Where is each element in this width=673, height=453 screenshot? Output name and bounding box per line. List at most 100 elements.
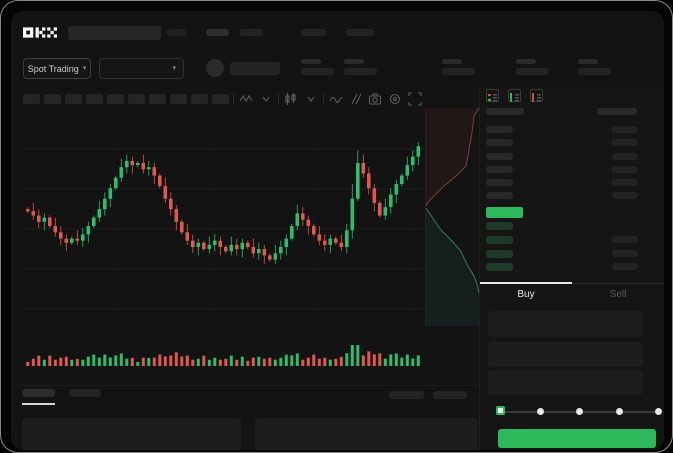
order-total-field[interactable] bbox=[488, 370, 643, 395]
stat-label-placeholder-3 bbox=[442, 59, 462, 64]
tab-divider bbox=[480, 283, 664, 284]
slider-handle[interactable] bbox=[496, 406, 505, 415]
stat-value-placeholder-3 bbox=[442, 68, 475, 75]
stat-value-placeholder-5 bbox=[578, 68, 611, 75]
stat-label-placeholder-2 bbox=[344, 59, 364, 64]
ask-row[interactable] bbox=[480, 126, 664, 135]
bottom-tab-1[interactable] bbox=[22, 389, 55, 397]
ask-amount-placeholder bbox=[612, 139, 638, 146]
slider-stop-50[interactable] bbox=[576, 408, 583, 415]
timeframe-button-placeholder-8[interactable] bbox=[170, 94, 187, 104]
ask-price-placeholder bbox=[486, 153, 513, 160]
settings-icon[interactable] bbox=[387, 92, 403, 106]
slider-stop-100[interactable] bbox=[655, 408, 662, 415]
nav-item-placeholder-4[interactable] bbox=[301, 29, 326, 36]
timeframe-button-placeholder-3[interactable] bbox=[65, 94, 82, 104]
ask-row[interactable] bbox=[480, 179, 664, 188]
stat-value-placeholder-1 bbox=[301, 68, 334, 75]
candle-style-icon[interactable] bbox=[283, 92, 299, 106]
fullscreen-icon[interactable] bbox=[407, 92, 423, 106]
bid-row[interactable] bbox=[480, 222, 664, 231]
line-chart-icon[interactable] bbox=[328, 92, 344, 106]
timeframe-button-placeholder-6[interactable] bbox=[128, 94, 145, 104]
timeframe-button-placeholder-10[interactable] bbox=[212, 94, 229, 104]
camera-icon[interactable] bbox=[367, 92, 383, 106]
depth-chart[interactable] bbox=[425, 108, 480, 326]
bid-row[interactable] bbox=[480, 236, 664, 245]
stat-value-placeholder-4 bbox=[516, 68, 549, 75]
book-bids-only-icon[interactable] bbox=[508, 89, 521, 102]
book-both-sides-icon[interactable] bbox=[486, 89, 499, 102]
bid-price-placeholder bbox=[486, 263, 513, 271]
bid-row[interactable] bbox=[480, 250, 664, 259]
tab-sell[interactable]: Sell bbox=[609, 289, 627, 300]
ask-amount-placeholder bbox=[612, 192, 638, 199]
ask-row[interactable] bbox=[480, 153, 664, 162]
okx-logo[interactable] bbox=[23, 25, 57, 40]
compare-icon[interactable] bbox=[347, 92, 363, 106]
amount-slider[interactable] bbox=[496, 406, 662, 415]
ask-row[interactable] bbox=[480, 166, 664, 175]
ask-amount-placeholder bbox=[612, 153, 638, 160]
ask-row[interactable] bbox=[480, 139, 664, 148]
timeframe-button-placeholder-1[interactable] bbox=[23, 94, 40, 104]
ask-price-placeholder bbox=[486, 192, 513, 199]
stat-label-placeholder-1 bbox=[301, 59, 321, 64]
book-asks-only-icon[interactable] bbox=[530, 89, 543, 102]
order-price-field[interactable] bbox=[488, 311, 643, 337]
timeframe-button-placeholder-2[interactable] bbox=[44, 94, 61, 104]
timeframe-button-placeholder-7[interactable] bbox=[149, 94, 166, 104]
chevron-down-icon[interactable] bbox=[258, 92, 274, 106]
ask-amount-placeholder bbox=[612, 126, 638, 133]
chevron-down-icon[interactable] bbox=[303, 92, 319, 106]
search-input[interactable] bbox=[68, 26, 161, 40]
ticker-stats bbox=[11, 55, 664, 87]
pair-selector-dropdown[interactable]: ▾ bbox=[99, 58, 184, 79]
bid-price-placeholder bbox=[486, 222, 513, 230]
active-tab-indicator bbox=[480, 282, 572, 284]
pair-name-placeholder bbox=[230, 62, 280, 75]
order-amount-field[interactable] bbox=[488, 342, 643, 367]
ask-price-placeholder bbox=[486, 139, 513, 146]
candlestick-chart[interactable] bbox=[21, 111, 426, 371]
bottom-right-placeholder-1[interactable] bbox=[389, 391, 424, 399]
ask-price-placeholder bbox=[486, 179, 513, 186]
bottom-divider bbox=[11, 385, 478, 386]
bottom-right-placeholder-2[interactable] bbox=[433, 391, 467, 399]
ask-price-placeholder bbox=[486, 166, 513, 173]
nav-item-placeholder-3[interactable] bbox=[240, 29, 263, 36]
market-type-dropdown[interactable]: Spot Trading ▾ bbox=[23, 58, 91, 79]
timeframe-button-placeholder-5[interactable] bbox=[107, 94, 124, 104]
chevron-down-icon: ▾ bbox=[172, 65, 176, 72]
stat-label-placeholder-4 bbox=[516, 59, 536, 64]
nav-item-placeholder-5[interactable] bbox=[346, 29, 374, 36]
bid-price-placeholder bbox=[486, 250, 513, 258]
ask-amount-placeholder bbox=[612, 166, 638, 173]
top-nav bbox=[11, 11, 664, 51]
slider-stop-75[interactable] bbox=[615, 408, 623, 415]
toolbar-divider bbox=[322, 93, 324, 105]
price-indicator-bar[interactable] bbox=[486, 207, 523, 218]
bottom-active-tab-underline bbox=[22, 403, 55, 405]
tab-buy[interactable]: Buy bbox=[517, 289, 535, 300]
buy-submit-button[interactable] bbox=[498, 429, 656, 448]
order-book-panel: Buy Sell bbox=[479, 86, 664, 450]
chevron-down-icon: ▾ bbox=[82, 65, 87, 72]
bid-price-placeholder bbox=[486, 236, 513, 244]
open-orders-table-placeholder bbox=[22, 418, 241, 450]
market-type-label: Spot Trading bbox=[27, 63, 79, 74]
zigzag-indicator-icon[interactable] bbox=[238, 92, 254, 106]
order-book-header-price bbox=[486, 108, 524, 115]
ask-row[interactable] bbox=[480, 192, 664, 201]
bottom-tab-2[interactable] bbox=[69, 389, 101, 397]
slider-stop-25[interactable] bbox=[536, 408, 544, 415]
bid-amount-placeholder bbox=[612, 250, 638, 257]
order-history-table-placeholder bbox=[255, 418, 478, 450]
timeframe-button-placeholder-4[interactable] bbox=[86, 94, 103, 104]
nav-item-placeholder-2[interactable] bbox=[206, 29, 229, 36]
order-book-header-amount bbox=[597, 108, 637, 115]
timeframe-button-placeholder-9[interactable] bbox=[191, 94, 208, 104]
nav-item-placeholder-1[interactable] bbox=[166, 29, 187, 36]
bid-row[interactable] bbox=[480, 263, 664, 272]
